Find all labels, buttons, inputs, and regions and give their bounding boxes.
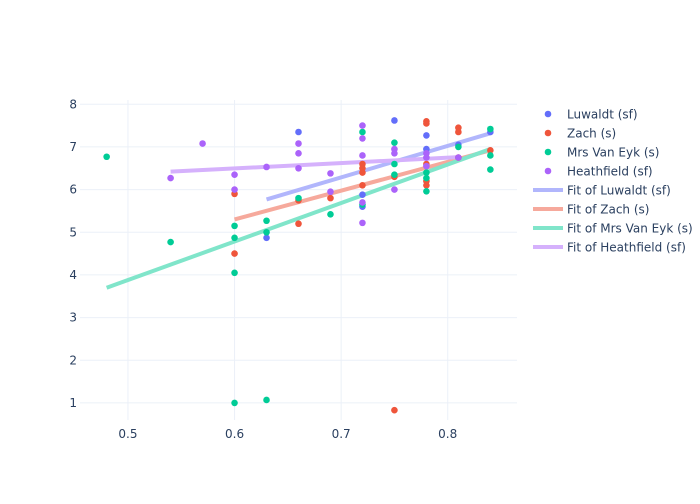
- legend[interactable]: Luwaldt (sf) Zach (s) Mrs Van Eyk (s) Heath…: [533, 108, 693, 255]
- fit-line: [170, 155, 459, 174]
- data-point: [295, 194, 302, 202]
- y-tick-label: 8: [69, 97, 77, 111]
- legend-item-label[interactable]: Fit of Luwaldt (sf): [567, 184, 671, 198]
- y-tick-label: 1: [69, 396, 77, 410]
- data-point: [295, 150, 302, 157]
- x-tick-label: 0.5: [118, 427, 137, 441]
- legend-item-label[interactable]: Fit of Zach (s): [567, 203, 649, 217]
- data-point: [423, 132, 430, 139]
- data-point: [359, 191, 366, 199]
- data-point: [423, 174, 430, 182]
- data-point: [167, 238, 174, 246]
- grid: [80, 100, 517, 420]
- data-point: [391, 117, 398, 124]
- data-point: [263, 396, 270, 404]
- y-axis: 1 2 3 4 5 6 7 8: [69, 97, 77, 410]
- data-point: [231, 171, 238, 178]
- data-point: [295, 164, 302, 172]
- data-point: [327, 188, 334, 196]
- x-tick-label: 0.7: [332, 427, 351, 441]
- data-point: [487, 125, 494, 133]
- data-point: [391, 160, 398, 168]
- data-point: [359, 135, 366, 142]
- y-tick-label: 7: [69, 140, 77, 154]
- data-point: [231, 399, 238, 407]
- data-point: [231, 186, 238, 193]
- x-axis: 0.5 0.6 0.7 0.8: [118, 427, 457, 441]
- data-point: [423, 169, 430, 176]
- data-point: [327, 211, 334, 218]
- data-point: [263, 163, 270, 171]
- data-point: [455, 143, 462, 151]
- data-point: [231, 222, 238, 230]
- x-tick-label: 0.8: [438, 427, 457, 441]
- data-point: [391, 186, 398, 193]
- data-point: [263, 217, 270, 225]
- data-point: [359, 152, 366, 159]
- legend-marker-swatch[interactable]: [544, 110, 552, 118]
- data-point: [359, 219, 366, 227]
- data-point: [359, 199, 366, 206]
- data-point: [263, 234, 270, 242]
- legend-item-label[interactable]: Luwaldt (sf): [567, 108, 638, 122]
- data-point: [391, 139, 398, 146]
- legend-marker-swatch[interactable]: [544, 167, 552, 175]
- data-point: [295, 140, 302, 147]
- data-point: [423, 120, 430, 127]
- data-point: [231, 269, 238, 277]
- data-point: [455, 154, 462, 161]
- data-point: [103, 153, 110, 161]
- data-point: [231, 234, 238, 242]
- data-point: [199, 140, 206, 147]
- x-tick-label: 0.6: [225, 427, 244, 441]
- y-tick-label: 2: [69, 353, 77, 367]
- data-point: [391, 150, 398, 157]
- data-point: [423, 154, 430, 161]
- y-tick-label: 3: [69, 311, 77, 325]
- markers: [103, 117, 494, 414]
- data-point: [359, 182, 366, 189]
- y-tick-label: 6: [69, 183, 77, 197]
- data-point: [487, 152, 494, 159]
- data-point: [391, 171, 398, 178]
- y-tick-label: 5: [69, 225, 77, 239]
- data-point: [391, 406, 398, 414]
- data-point: [359, 122, 366, 129]
- data-point: [487, 166, 494, 173]
- data-point: [231, 250, 238, 257]
- data-point: [423, 162, 430, 170]
- legend-item-label[interactable]: Heathfield (sf): [567, 165, 653, 179]
- legend-marker-swatch[interactable]: [544, 129, 552, 137]
- data-point: [295, 128, 302, 136]
- legend-item-label[interactable]: Mrs Van Eyk (s): [567, 146, 659, 160]
- fit-line: [265, 131, 491, 202]
- data-point: [423, 188, 430, 195]
- data-point: [327, 170, 334, 177]
- data-point: [455, 128, 462, 136]
- data-point: [359, 128, 366, 136]
- legend-item-label[interactable]: Fit of Mrs Van Eyk (s): [567, 222, 693, 236]
- data-point: [167, 174, 174, 182]
- data-point: [359, 169, 366, 176]
- data-point: [487, 147, 494, 154]
- data-point: [423, 182, 430, 189]
- data-point: [263, 228, 270, 236]
- legend-item-label[interactable]: Fit of Heathfield (sf): [567, 241, 686, 255]
- legend-item-label[interactable]: Zach (s): [567, 127, 616, 141]
- legend-marker-swatch[interactable]: [544, 148, 552, 156]
- data-point: [327, 194, 334, 202]
- y-tick-label: 4: [69, 268, 77, 282]
- data-point: [295, 220, 302, 228]
